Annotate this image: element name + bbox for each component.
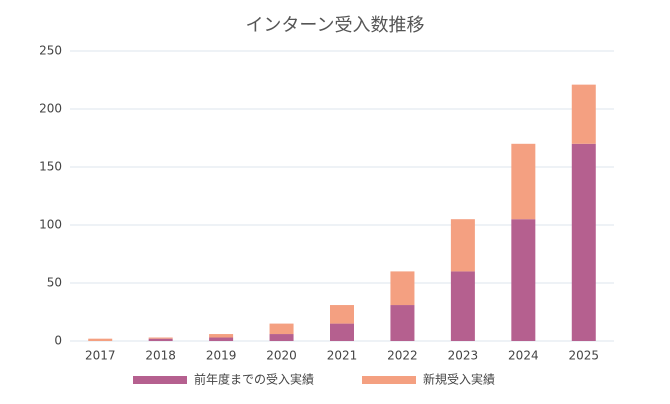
bar-segment	[511, 219, 536, 341]
legend-label: 前年度までの受入実績	[194, 372, 314, 387]
y-tick-label: 250	[39, 44, 62, 58]
bar-segment	[209, 334, 234, 338]
x-tick-label: 2025	[569, 349, 600, 363]
bar-segment	[390, 305, 415, 341]
y-tick-label: 100	[39, 218, 62, 232]
y-tick-label: 200	[39, 102, 62, 116]
bar-segment	[148, 337, 173, 339]
bar-segment	[571, 143, 596, 341]
bar-segment	[209, 337, 234, 341]
bar-segment	[269, 334, 294, 341]
bar-segment	[88, 338, 113, 341]
legend-swatch	[362, 376, 416, 384]
x-tick-label: 2021	[327, 349, 358, 363]
bar-segment	[269, 323, 294, 335]
chart-title: インターン受入数推移	[245, 15, 424, 36]
legend-swatch	[133, 376, 187, 384]
bar-segment	[390, 271, 415, 306]
bar-segment	[511, 143, 536, 220]
x-tick-label: 2018	[145, 349, 176, 363]
x-tick-label: 2022	[387, 349, 418, 363]
y-tick-label: 0	[54, 334, 62, 348]
bar-segment	[571, 84, 596, 144]
y-tick-label: 50	[47, 276, 62, 290]
x-tick-label: 2020	[266, 349, 297, 363]
bar-segment	[148, 338, 173, 341]
legend-label: 新規受入実績	[423, 372, 495, 387]
x-tick-label: 2017	[85, 349, 116, 363]
bar-segment	[330, 323, 354, 341]
y-tick-label: 150	[39, 160, 62, 174]
x-tick-label: 2024	[508, 349, 539, 363]
x-tick-label: 2019	[206, 349, 237, 363]
bar-segment	[450, 219, 475, 272]
bar-segment	[450, 271, 475, 341]
bar-segment	[330, 305, 354, 324]
x-tick-label: 2023	[448, 349, 479, 363]
